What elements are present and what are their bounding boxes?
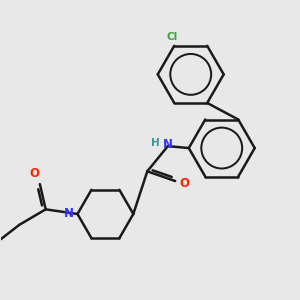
- Text: Cl: Cl: [167, 32, 178, 42]
- Text: O: O: [180, 177, 190, 190]
- Text: N: N: [64, 208, 74, 220]
- Text: H: H: [151, 138, 160, 148]
- Text: O: O: [29, 167, 39, 180]
- Text: N: N: [163, 138, 173, 151]
